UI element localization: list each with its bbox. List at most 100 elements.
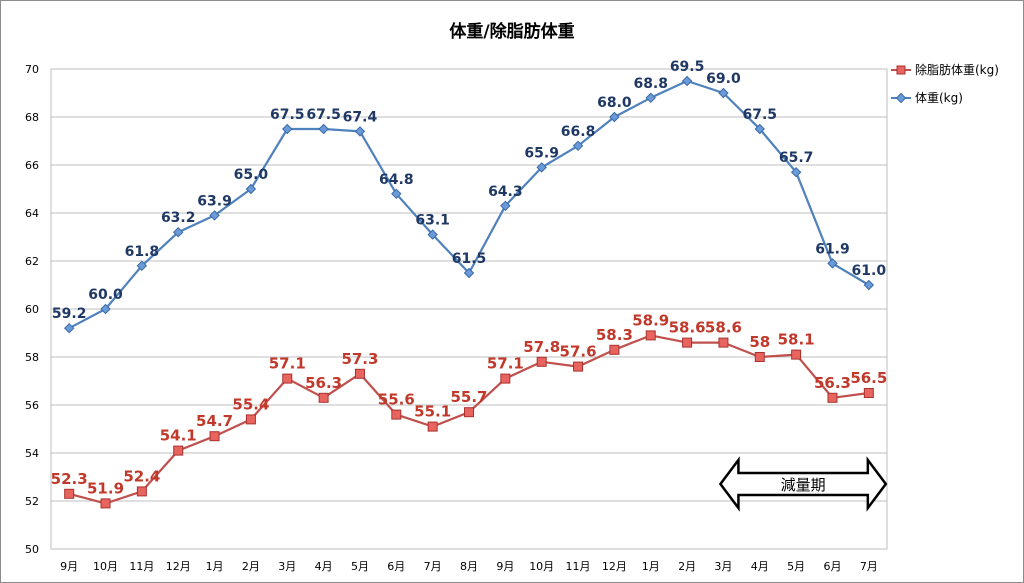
data-point: [464, 407, 474, 418]
data-label: 56.3: [814, 374, 851, 392]
x-tick-label: 2月: [242, 560, 260, 573]
data-label: 58.6: [705, 319, 742, 337]
x-tick-label: 7月: [424, 560, 442, 573]
data-label: 69.5: [670, 59, 705, 75]
data-label: 63.9: [197, 193, 232, 209]
data-point: [718, 337, 729, 348]
x-tick-label: 10月: [529, 560, 554, 573]
data-labels: 52.351.952.454.154.755.457.156.357.355.6…: [51, 59, 888, 497]
data-label: 58.6: [669, 319, 706, 337]
data-point: [754, 123, 765, 135]
data-point: [282, 123, 293, 135]
data-point: [209, 210, 220, 221]
data-label: 63.1: [415, 213, 450, 229]
x-tick-label: 6月: [387, 560, 405, 573]
data-point: [318, 392, 329, 403]
data-point: [645, 330, 656, 341]
y-tick-label: 68: [25, 111, 39, 124]
data-point: [863, 279, 875, 291]
data-label: 60.0: [88, 287, 123, 303]
data-point: [645, 92, 656, 104]
data-label: 57.1: [487, 355, 524, 373]
x-tick-label: 8月: [460, 560, 478, 573]
data-label: 58.9: [632, 311, 669, 329]
data-point: [827, 258, 838, 269]
data-point: [536, 356, 547, 367]
y-tick-label: 52: [25, 495, 39, 508]
data-point: [863, 388, 874, 398]
y-tick-label: 70: [25, 63, 39, 76]
data-point: [391, 409, 402, 420]
data-point: [609, 111, 620, 123]
data-label: 67.5: [306, 107, 341, 123]
legend-marker: [896, 65, 906, 75]
data-point: [318, 123, 329, 135]
data-label: 67.4: [343, 109, 378, 125]
data-label: 68.8: [633, 76, 668, 92]
data-point: [100, 498, 111, 509]
data-point: [573, 361, 584, 372]
y-tick-label: 54: [25, 447, 39, 460]
data-point: [173, 445, 184, 456]
data-label: 61.9: [815, 241, 850, 257]
legend-item-fat-free: 除脂肪体重(kg): [891, 62, 999, 77]
y-tick-label: 58: [25, 351, 39, 364]
data-point: [609, 344, 620, 355]
legend-label: 除脂肪体重(kg): [915, 62, 999, 77]
x-tick-label: 7月: [860, 560, 878, 573]
legend-item-weight: 体重(kg): [891, 91, 963, 105]
data-point: [63, 322, 75, 334]
data-label: 64.3: [488, 184, 523, 200]
legend: 除脂肪体重(kg) 体重(kg): [891, 62, 999, 105]
data-point: [681, 75, 693, 87]
x-tick-label: 3月: [278, 560, 296, 573]
data-point: [718, 87, 729, 99]
y-tick-label: 64: [25, 207, 39, 220]
data-label: 55.6: [378, 391, 415, 409]
y-tick-label: 60: [25, 303, 39, 316]
x-tick-label: 2月: [678, 560, 696, 573]
data-label: 57.8: [523, 338, 560, 356]
x-tick-label: 12月: [166, 560, 191, 573]
data-point: [463, 267, 475, 279]
data-label: 58.3: [596, 326, 633, 344]
data-point: [64, 488, 75, 499]
data-point: [245, 183, 257, 195]
x-tick-label: 1月: [206, 560, 224, 573]
data-point: [173, 226, 184, 238]
data-label: 51.9: [87, 479, 124, 497]
x-tick-label: 12月: [602, 560, 627, 573]
data-point: [790, 166, 802, 178]
data-label: 58.1: [778, 331, 815, 349]
data-label: 57.6: [560, 343, 597, 361]
chart-title: 体重/除脂肪体重: [449, 21, 574, 42]
data-label: 52.4: [123, 467, 160, 485]
data-point: [500, 200, 511, 212]
data-label: 61.0: [852, 263, 887, 279]
y-tick-label: 62: [25, 255, 39, 268]
plot-area: [50, 68, 888, 550]
data-point: [572, 140, 584, 152]
x-tick-label: 9月: [496, 560, 514, 573]
annotation: 減量期: [718, 456, 888, 512]
x-tick-label: 5月: [787, 560, 805, 573]
data-label: 61.8: [125, 244, 160, 260]
data-point: [136, 260, 148, 272]
data-label: 57.1: [269, 355, 306, 373]
data-point: [354, 126, 366, 137]
data-label: 54.7: [196, 412, 233, 430]
data-label: 65.0: [234, 167, 269, 183]
x-tick-label: 5月: [351, 560, 369, 573]
y-tick-label: 56: [25, 399, 39, 412]
data-point: [209, 431, 220, 442]
data-label: 66.8: [561, 124, 596, 140]
data-label: 61.5: [452, 251, 487, 267]
y-tick-label: 66: [25, 159, 39, 172]
x-tick-label: 6月: [823, 560, 841, 573]
x-tick-label: 11月: [566, 560, 591, 573]
y-tick-label: 50: [25, 543, 39, 556]
data-point: [427, 229, 438, 240]
data-point: [791, 349, 802, 360]
data-point: [354, 368, 365, 379]
